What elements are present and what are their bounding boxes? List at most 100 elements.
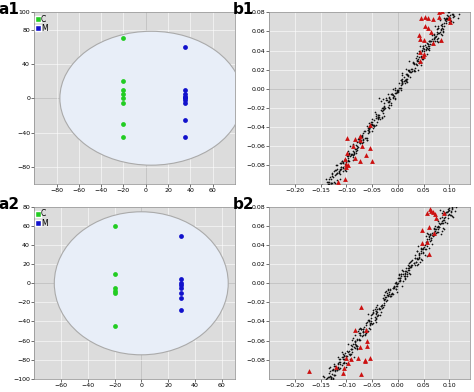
Point — [383, 298, 390, 304]
Point — [426, 37, 433, 44]
Point — [356, 336, 363, 343]
Point — [178, 280, 185, 287]
Point — [364, 127, 372, 133]
Point — [353, 343, 360, 349]
Point — [345, 148, 352, 154]
Point — [368, 128, 376, 134]
Point — [354, 355, 361, 361]
Ellipse shape — [55, 212, 228, 355]
Point — [414, 243, 422, 249]
Text: a2: a2 — [0, 197, 19, 212]
Point — [366, 321, 374, 327]
Point — [419, 249, 427, 255]
Point — [308, 209, 316, 215]
Point — [313, 198, 320, 205]
Point — [421, 246, 428, 252]
Point — [358, 140, 365, 147]
Point — [335, 365, 342, 371]
Point — [299, 217, 307, 223]
Point — [385, 289, 392, 295]
Point — [349, 157, 357, 163]
Point — [411, 65, 419, 71]
Point — [432, 229, 440, 236]
Point — [350, 153, 357, 160]
Point — [306, 207, 314, 214]
Point — [335, 179, 342, 185]
Point — [380, 292, 388, 299]
Point — [379, 105, 386, 111]
Point — [374, 312, 382, 318]
Point — [396, 278, 403, 285]
Point — [428, 241, 435, 247]
Point — [449, 10, 456, 16]
Point — [429, 209, 437, 216]
Point — [392, 286, 400, 292]
Point — [366, 145, 374, 151]
Point — [351, 146, 359, 152]
Point — [333, 384, 341, 390]
Point — [419, 44, 427, 50]
Point — [411, 262, 419, 269]
Point — [340, 365, 348, 371]
Point — [336, 171, 343, 178]
Point — [341, 167, 348, 173]
Point — [401, 272, 408, 279]
Point — [454, 2, 462, 9]
Point — [434, 25, 441, 31]
Point — [327, 194, 335, 200]
Point — [317, 192, 325, 198]
Point — [357, 326, 365, 332]
Point — [315, 195, 322, 201]
Point — [356, 325, 364, 331]
Point — [394, 87, 401, 93]
Point — [419, 257, 426, 263]
Point — [332, 162, 340, 168]
Point — [398, 79, 406, 85]
Point — [307, 195, 315, 201]
Point — [347, 356, 355, 362]
Point — [323, 375, 330, 381]
Point — [344, 152, 352, 159]
Point — [428, 231, 436, 238]
Point — [381, 302, 388, 309]
Point — [437, 230, 445, 237]
Point — [413, 248, 421, 254]
Point — [333, 367, 340, 373]
Point — [434, 229, 441, 236]
Point — [382, 294, 390, 300]
Point — [373, 309, 381, 316]
Point — [323, 384, 330, 390]
Point — [335, 359, 343, 365]
Point — [313, 199, 320, 205]
Point — [403, 79, 410, 85]
Point — [344, 348, 351, 354]
Point — [338, 158, 346, 164]
Point — [357, 326, 365, 332]
Point — [364, 137, 371, 143]
Point — [342, 165, 349, 171]
Point — [434, 30, 441, 36]
Point — [423, 40, 431, 46]
Point — [437, 220, 445, 226]
Point — [405, 58, 412, 64]
Point — [423, 51, 430, 57]
Point — [402, 76, 410, 83]
Point — [297, 234, 304, 240]
Point — [408, 264, 415, 270]
Point — [422, 46, 429, 52]
Point — [319, 198, 326, 205]
Point — [395, 84, 402, 91]
Point — [390, 284, 397, 290]
Point — [331, 167, 338, 174]
Point — [374, 114, 382, 120]
Point — [357, 371, 365, 377]
Point — [406, 264, 414, 270]
Point — [302, 379, 310, 385]
Point — [353, 143, 360, 149]
Point — [417, 43, 424, 49]
Point — [437, 207, 444, 213]
Point — [346, 356, 354, 362]
Point — [111, 223, 118, 229]
Point — [298, 226, 305, 232]
Point — [353, 343, 361, 349]
